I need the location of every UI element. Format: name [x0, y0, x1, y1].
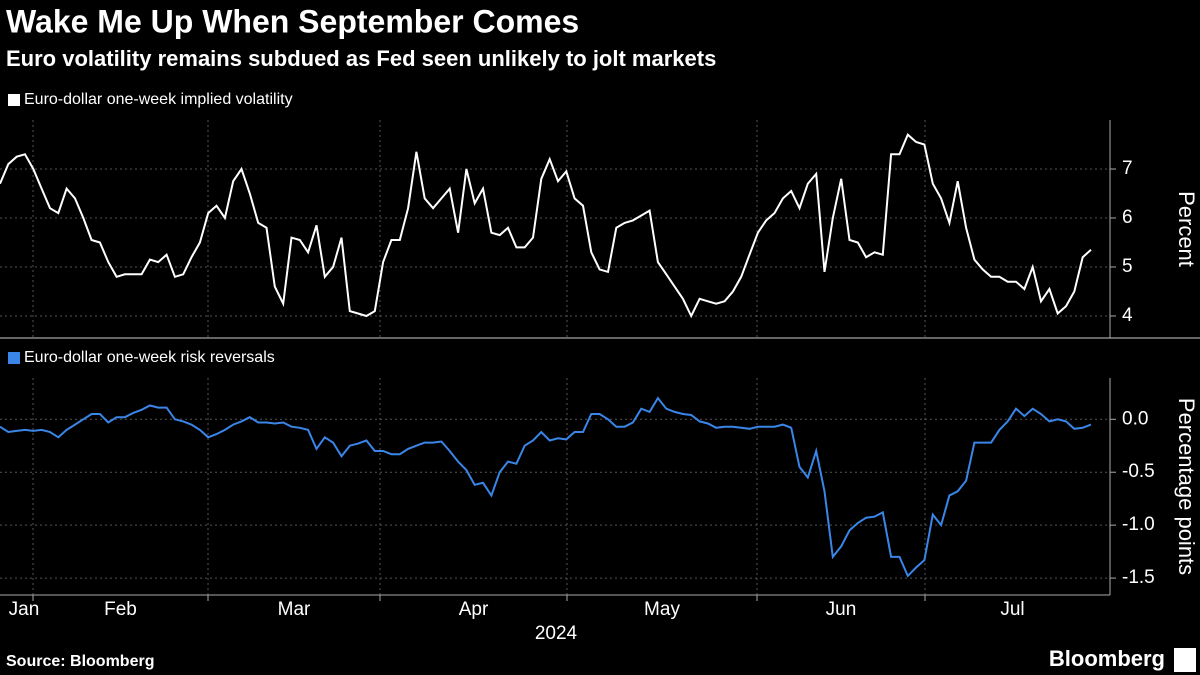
y-tick-label: 4 — [1122, 305, 1133, 326]
y-tick-label: -1.0 — [1122, 514, 1155, 535]
title: Wake Me Up When September Comes — [6, 3, 579, 39]
y-tick-label: -0.5 — [1122, 461, 1155, 482]
y-axis-label: Percent — [1174, 191, 1199, 267]
legend-label: Euro-dollar one-week risk reversals — [24, 349, 275, 366]
y-tick-label: 6 — [1122, 207, 1133, 228]
data-line — [0, 133, 1092, 319]
y-axis-label: Percentage points — [1174, 398, 1199, 575]
x-tick-label: Mar — [278, 599, 311, 620]
x-tick-label: Feb — [104, 599, 137, 620]
x-tick-label: Apr — [459, 599, 489, 620]
x-tick-label: Jun — [826, 599, 857, 620]
y-tick-label: 0.0 — [1122, 408, 1148, 429]
legend-swatch — [8, 94, 20, 106]
x-tick-label: Jan — [9, 599, 40, 620]
data-line — [0, 396, 1092, 578]
y-tick-label: 7 — [1122, 158, 1133, 179]
x-axis-label: 2024 — [535, 623, 578, 644]
y-tick-label: 5 — [1122, 256, 1133, 277]
x-tick-label: Jul — [1000, 599, 1024, 620]
x-tick-label: May — [644, 599, 680, 620]
brand-icon — [1174, 648, 1196, 672]
subtitle: Euro volatility remains subdued as Fed s… — [6, 46, 716, 71]
brand: Bloomberg — [1049, 646, 1165, 671]
source: Source: Bloomberg — [6, 653, 154, 670]
y-tick-label: -1.5 — [1122, 567, 1155, 588]
legend-swatch — [8, 352, 20, 364]
legend-label: Euro-dollar one-week implied volatility — [24, 91, 293, 108]
